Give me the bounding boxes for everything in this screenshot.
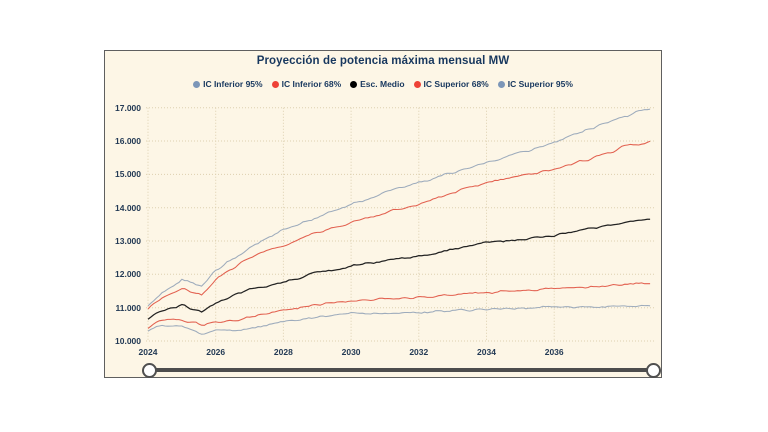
plot-area: [146, 107, 656, 342]
legend-item-2[interactable]: IC Inferior 68%: [271, 79, 342, 89]
legend-item-5[interactable]: IC Superior 95%: [497, 79, 573, 89]
series-esc-medio: [147, 218, 651, 320]
legend-item-4[interactable]: IC Superior 68%: [413, 79, 489, 89]
legend-dot-icon: [497, 80, 505, 88]
x-tick-label: 2024: [138, 347, 158, 357]
y-tick-label: 17.000: [115, 102, 141, 113]
grid: [146, 107, 656, 342]
y-tick-label: 11.000: [115, 302, 141, 313]
chart-container: Proyección de potencia máxima mensual MW…: [104, 50, 662, 378]
series-ic-superior-68: [147, 140, 651, 310]
legend-dot-icon: [271, 80, 279, 88]
legend-item-1[interactable]: IC Inferior 95%: [193, 79, 263, 89]
legend-label: Esc. Medio: [360, 79, 405, 89]
x-tick-label: 2032: [409, 347, 429, 357]
chart-legend: IC Inferior 95% IC Inferior 68% Esc. Medio…: [105, 79, 661, 89]
legend-label: IC Superior 68%: [423, 79, 489, 89]
x-tick-label: 2034: [477, 347, 496, 357]
y-tick-label: 10.000: [115, 336, 141, 346]
legend-label: IC Inferior 95%: [203, 79, 263, 89]
range-slider-handle-right[interactable]: [646, 363, 661, 378]
x-tick-label: 2026: [206, 347, 226, 357]
series-ic-superior-95: [147, 108, 651, 307]
x-tick-label: 2030: [341, 347, 361, 357]
legend-label: IC Inferior 68%: [281, 79, 342, 89]
y-tick-label: 15.000: [115, 169, 141, 180]
y-tick-label: 16.000: [115, 136, 141, 147]
y-tick-label: 12.000: [115, 269, 141, 280]
series-ic-inferior-95: [147, 304, 651, 335]
legend-dot-icon: [413, 80, 421, 88]
chart-title: Proyección de potencia máxima mensual MW: [256, 55, 510, 67]
y-tick-label: 14.000: [115, 202, 141, 213]
legend-dot-icon: [193, 80, 201, 88]
x-tick-label: 2028: [273, 347, 293, 357]
legend-item-3[interactable]: Esc. Medio: [350, 79, 405, 89]
series-ic-inferior-68: [147, 282, 651, 329]
range-slider-track[interactable]: [149, 368, 653, 372]
y-tick-label: 13.000: [115, 236, 141, 246]
legend-dot-icon: [350, 80, 358, 88]
legend-label: IC Superior 95%: [507, 79, 573, 89]
range-slider-handle-left[interactable]: [142, 363, 157, 378]
x-tick-label: 2036: [544, 347, 564, 357]
